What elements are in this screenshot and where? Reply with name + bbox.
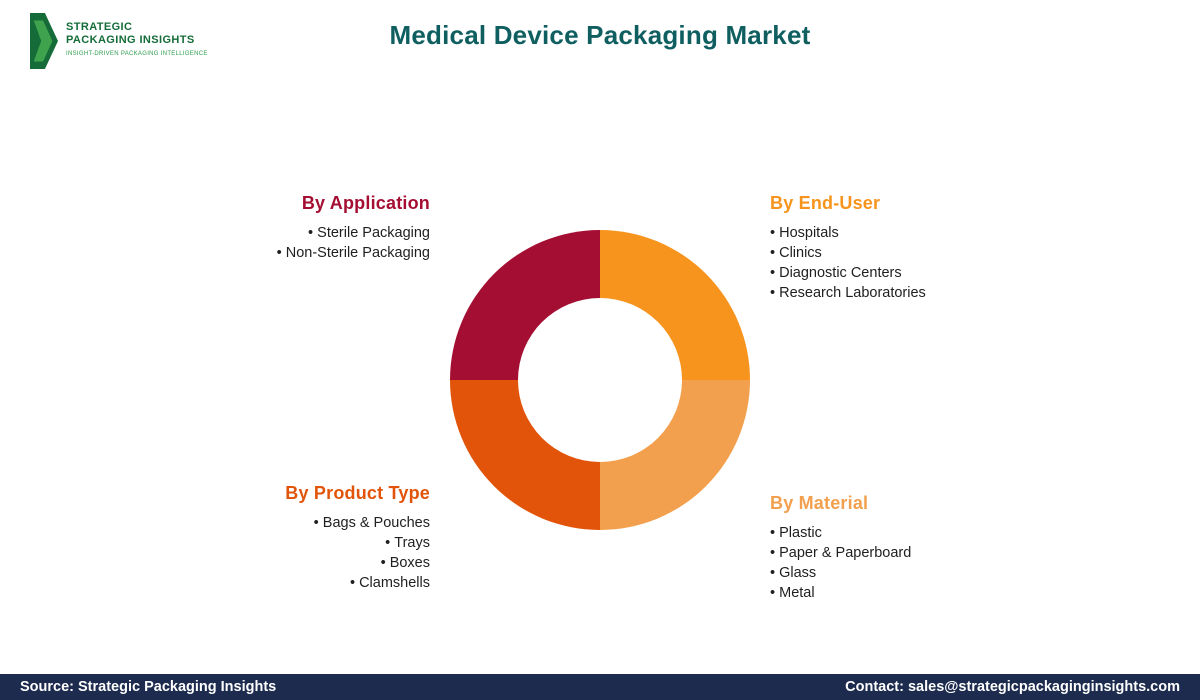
logo-chevron-icon — [30, 13, 58, 69]
logo-tagline: INSIGHT-DRIVEN PACKAGING INTELLIGENCE — [66, 51, 208, 57]
segment-material: By Material Plastic Paper & Paperboard G… — [770, 493, 911, 603]
list-item: Clinics — [770, 243, 926, 263]
footer-bar: Source: Strategic Packaging Insights Con… — [0, 674, 1200, 700]
segment-material-title: By Material — [770, 493, 869, 513]
list-item: Research Laboratories — [770, 283, 926, 303]
list-item: Boxes — [285, 553, 430, 573]
list-item: Clamshells — [285, 573, 430, 593]
list-item: Diagnostic Centers — [770, 263, 926, 283]
segment-end-user-list: Hospitals Clinics Diagnostic Centers Res… — [770, 223, 926, 303]
segment-product-type-list: Bags & Pouches Trays Boxes Clamshells — [285, 513, 430, 593]
segment-product-type: By Product Type Bags & Pouches Trays Box… — [285, 483, 430, 593]
list-item: Glass — [770, 563, 911, 583]
list-item: Plastic — [770, 523, 911, 543]
list-item: Bags & Pouches — [285, 513, 430, 533]
footer-source-text: Source: Strategic Packaging Insights — [20, 679, 277, 695]
segment-product-type-title: By Product Type — [285, 483, 430, 503]
page-title: Medical Device Packaging Market — [389, 20, 811, 50]
segment-material-list: Plastic Paper & Paperboard Glass Metal — [770, 523, 911, 603]
list-item: Hospitals — [770, 223, 926, 243]
list-item: Non-Sterile Packaging — [277, 243, 430, 263]
logo-line-2: PACKAGING INSIGHTS — [66, 34, 195, 46]
segment-application-title: By Application — [301, 193, 430, 213]
segment-application-list: Sterile Packaging Non-Sterile Packaging — [277, 223, 430, 263]
logo: STRATEGIC PACKAGING INSIGHTS INSIGHT-DRI… — [30, 12, 208, 70]
footer-contact-text: Contact: sales@strategicpackaginginsight… — [845, 679, 1180, 695]
donut-hole — [518, 298, 682, 462]
logo-text: STRATEGIC PACKAGING INSIGHTS INSIGHT-DRI… — [66, 12, 208, 57]
segment-end-user-title: By End-User — [770, 193, 881, 213]
list-item: Metal — [770, 583, 911, 603]
segment-end-user: By End-User Hospitals Clinics Diagnostic… — [770, 193, 926, 303]
logo-line-1: STRATEGIC — [66, 21, 133, 33]
donut-chart — [450, 230, 750, 530]
segment-application: By Application Sterile Packaging Non-Ste… — [277, 193, 430, 263]
list-item: Trays — [285, 533, 430, 553]
list-item: Paper & Paperboard — [770, 543, 911, 563]
list-item: Sterile Packaging — [277, 223, 430, 243]
